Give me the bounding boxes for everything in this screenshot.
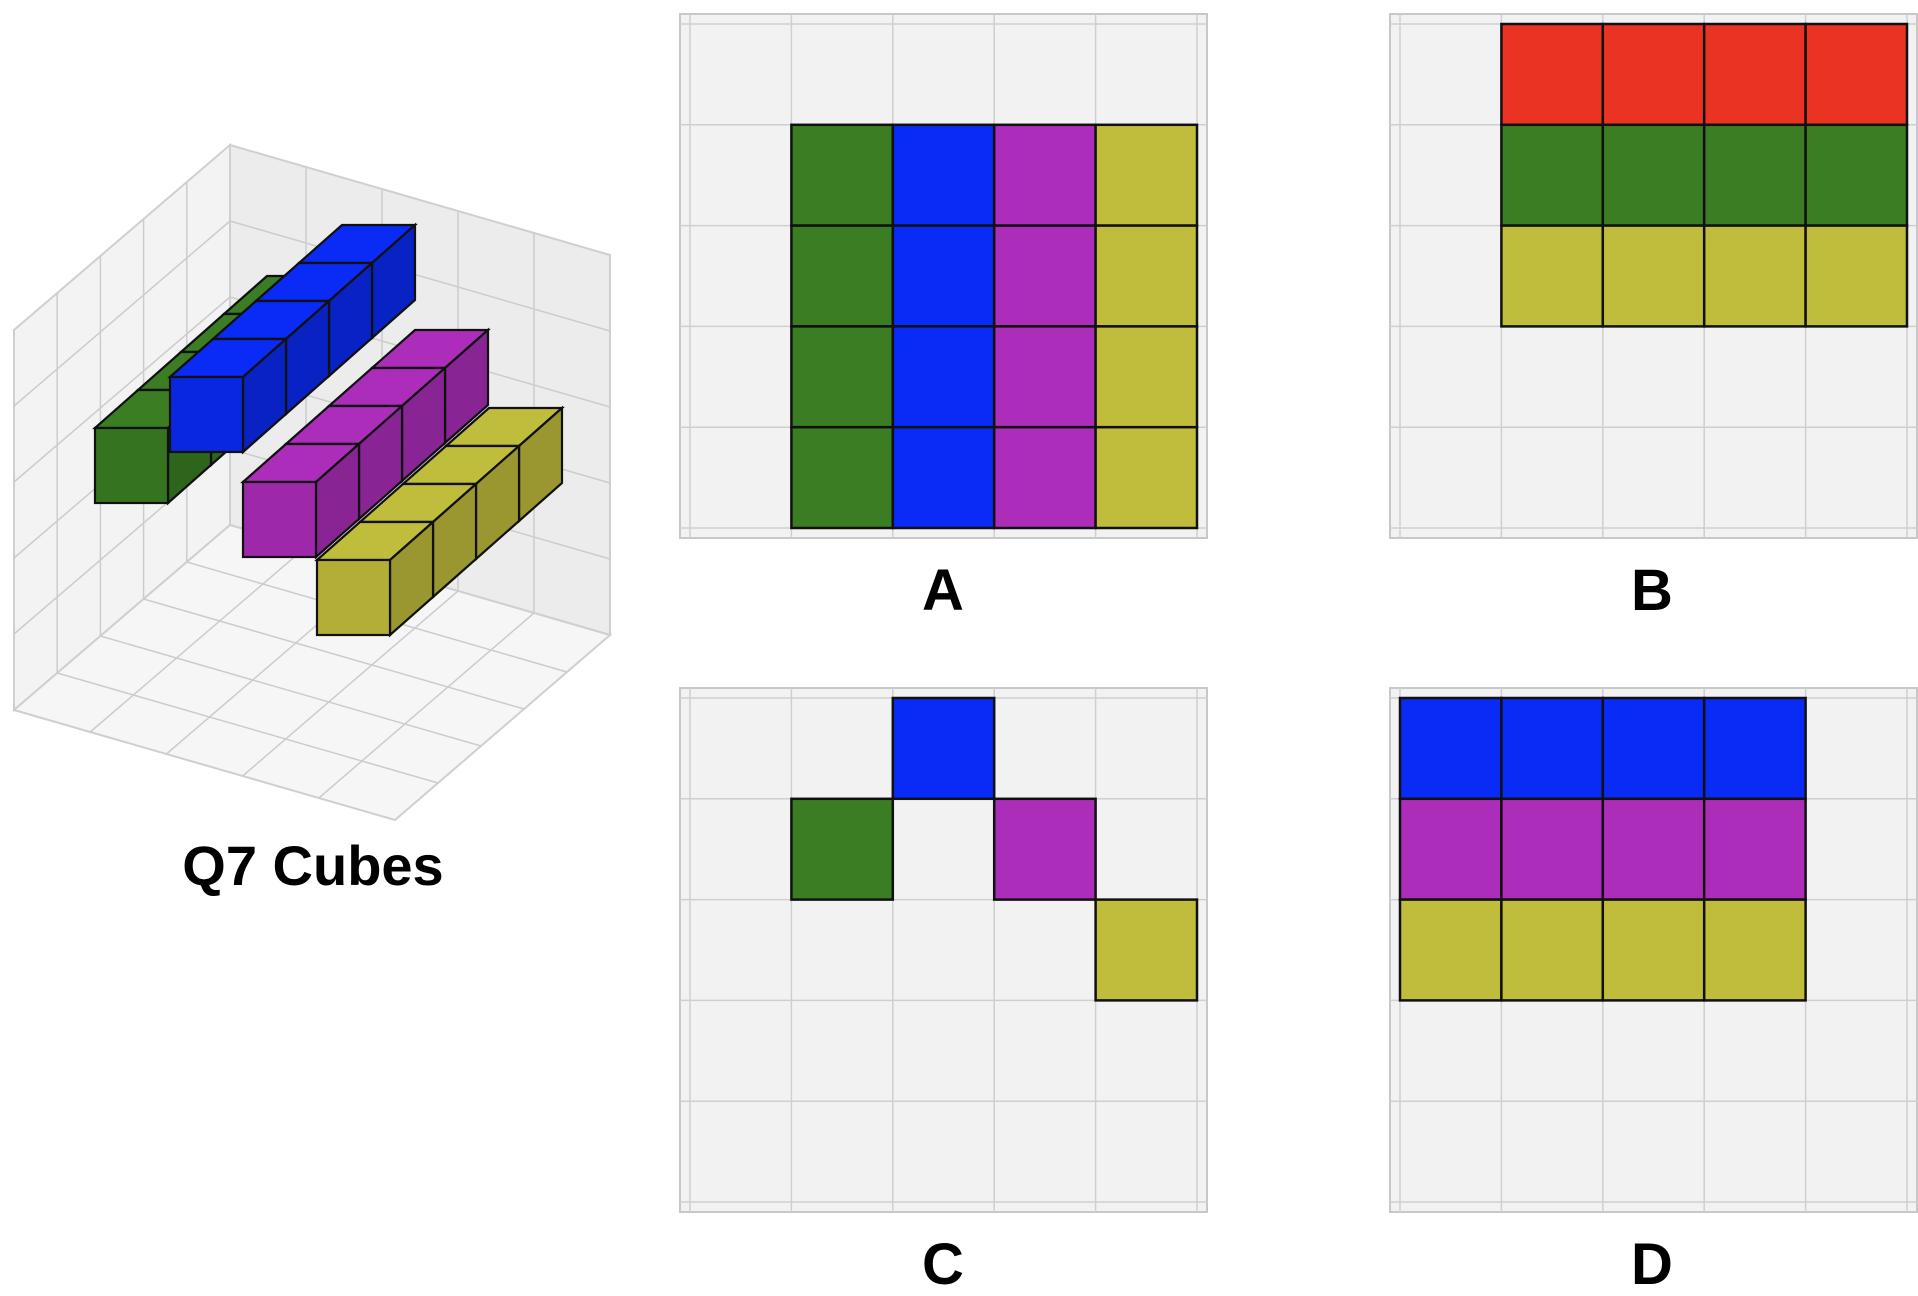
option-d-cell-blue xyxy=(1398,696,1503,801)
option-b-cell-green xyxy=(1702,123,1807,227)
option-a-cell-magenta xyxy=(992,123,1097,227)
option-a-cell-blue xyxy=(891,325,996,429)
option-a-cell-blue xyxy=(891,123,996,227)
option-b-cell-green xyxy=(1804,123,1909,227)
option-a-cell-yellow xyxy=(1094,224,1199,328)
option-b-cell-yellow xyxy=(1804,224,1909,328)
option-b-cell-green xyxy=(1500,123,1605,227)
option-c-label: C xyxy=(922,1232,964,1296)
cube-green-front xyxy=(93,426,170,505)
option-d-cell-yellow xyxy=(1702,898,1807,1002)
option-d-cell-yellow xyxy=(1500,898,1605,1002)
option-d-cell-yellow xyxy=(1398,898,1503,1002)
option-a-panel xyxy=(679,13,1208,539)
option-d-cell-magenta xyxy=(1601,797,1706,901)
option-b-cell-red xyxy=(1601,22,1706,127)
option-d-panel xyxy=(1389,687,1918,1213)
option-b-panel xyxy=(1389,13,1918,539)
option-c-cell-green xyxy=(790,797,895,901)
option-b-cell-red xyxy=(1500,22,1605,127)
figure-title: Q7 Cubes xyxy=(182,834,443,897)
option-b-cell-yellow xyxy=(1500,224,1605,328)
cube-stack xyxy=(92,222,565,638)
option-a-cell-blue xyxy=(891,224,996,328)
option-a-cell-green xyxy=(790,123,895,227)
option-d-cell-magenta xyxy=(1398,797,1503,901)
cube-yellow-front xyxy=(315,558,392,637)
option-a-cell-blue xyxy=(891,425,996,530)
option-a-cell-magenta xyxy=(992,425,1097,530)
option-a-cell-yellow xyxy=(1094,325,1199,429)
option-a-cell-green xyxy=(790,325,895,429)
option-b-cell-green xyxy=(1601,123,1706,227)
option-d-label: D xyxy=(1631,1232,1673,1296)
option-b-cell-red xyxy=(1804,22,1909,127)
option-b-cell-yellow xyxy=(1702,224,1807,328)
option-b-label: B xyxy=(1631,558,1673,623)
option-a-cell-magenta xyxy=(992,224,1097,328)
option-d-cell-blue xyxy=(1702,696,1807,801)
option-a-cell-magenta xyxy=(992,325,1097,429)
option-d-cell-yellow xyxy=(1601,898,1706,1002)
option-d-cell-magenta xyxy=(1702,797,1807,901)
option-a-cell-green xyxy=(790,425,895,530)
option-c-panel xyxy=(679,687,1208,1213)
floor xyxy=(11,523,613,822)
option-a-cell-yellow xyxy=(1094,123,1199,227)
option-c-cell-blue xyxy=(891,696,996,801)
option-a-label: A xyxy=(922,558,964,623)
option-c-cell-magenta xyxy=(992,797,1097,901)
option-c-cell-yellow xyxy=(1094,898,1199,1002)
cube-magenta-front xyxy=(241,480,318,559)
option-d-cell-blue xyxy=(1500,696,1605,801)
option-b-cell-yellow xyxy=(1601,224,1706,328)
option-b-cell-red xyxy=(1702,22,1807,127)
cube-blue-front xyxy=(168,375,245,454)
cube-3d-view xyxy=(11,142,613,822)
option-a-cell-yellow xyxy=(1094,425,1199,530)
option-a-cell-green xyxy=(790,224,895,328)
option-d-cell-blue xyxy=(1601,696,1706,801)
option-d-cell-magenta xyxy=(1500,797,1605,901)
